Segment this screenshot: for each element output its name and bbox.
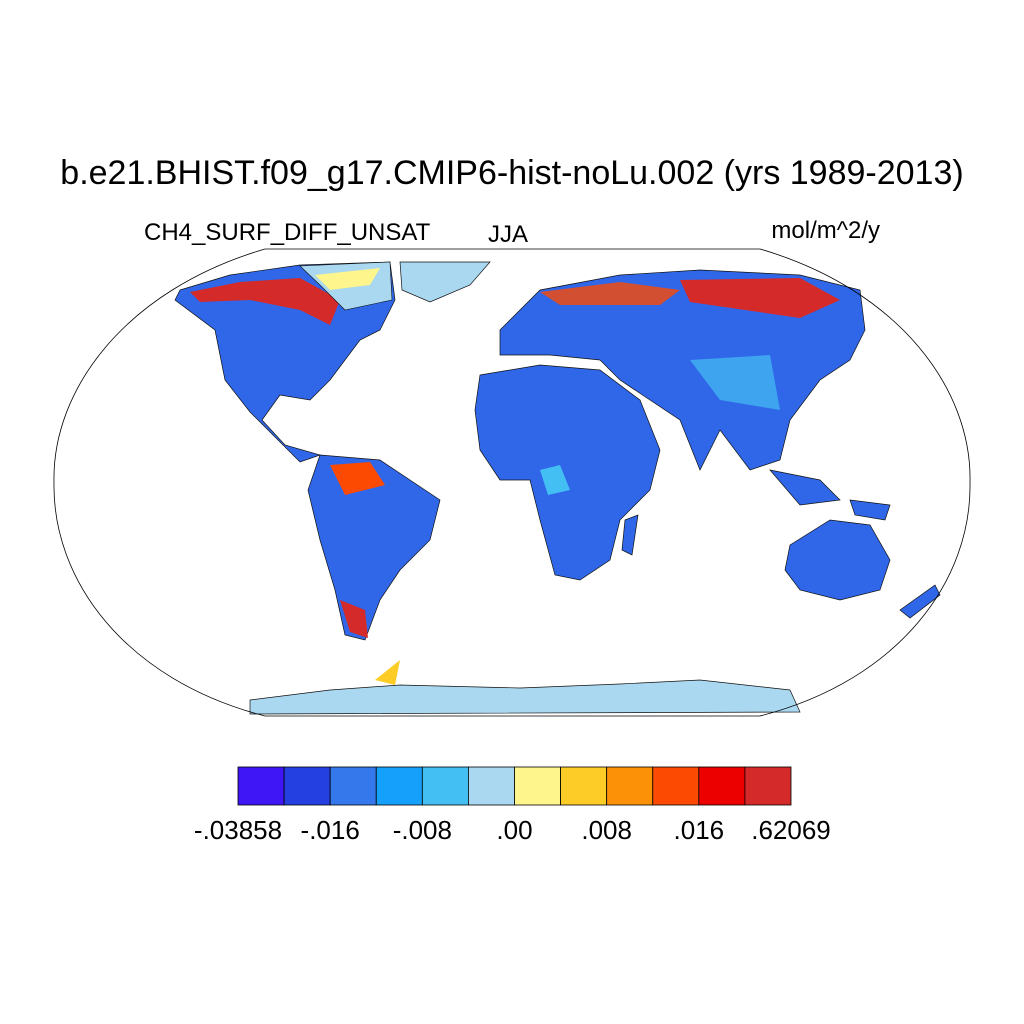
land-patch (680, 278, 840, 318)
colorbar-label: .62069 (751, 815, 831, 845)
land (899, 584, 941, 619)
colorbar-label: .016 (674, 815, 725, 845)
colorbar-box (329, 766, 377, 806)
colorbar-label: -.03858 (194, 815, 282, 845)
land (499, 269, 866, 471)
land-patch (540, 465, 570, 495)
colorbar-label: .008 (581, 815, 632, 845)
left-subtitle: CH4_SURF_DIFF_UNSAT (144, 219, 431, 246)
land (769, 469, 841, 506)
colorbar-box (375, 766, 423, 806)
colorbar-box (421, 766, 469, 806)
colorbar-label: -.016 (301, 815, 360, 845)
land (784, 519, 891, 601)
center-subtitle: JJA (488, 221, 528, 248)
map (53, 248, 971, 717)
colorbar-label: .00 (496, 815, 532, 845)
colorbar-box (514, 766, 561, 806)
land-patch (340, 600, 368, 638)
colorbar-box (698, 766, 746, 806)
colorbar-box (744, 766, 792, 806)
land (307, 454, 441, 641)
colorbar-box (468, 766, 515, 806)
title: b.e21.BHIST.f09_g17.CMIP6-hist-noLu.002 … (60, 154, 963, 192)
land-patch (375, 660, 400, 685)
colorbar-label: -.008 (393, 815, 452, 845)
colorbar-box (606, 766, 654, 806)
land (399, 261, 491, 303)
map-boundary (53, 248, 971, 717)
colorbar: -.03858 -.016 -.008 .00 .008 .016 .62069 (194, 766, 831, 845)
land-patch (540, 282, 680, 305)
land-patch (190, 278, 340, 325)
land (621, 514, 639, 556)
land (474, 364, 661, 581)
land-patch (315, 268, 380, 290)
land-patch (690, 355, 780, 410)
colorbar-box (283, 766, 331, 806)
right-subtitle: mol/m^2/y (771, 217, 880, 244)
land (849, 499, 891, 521)
land-patch (330, 462, 385, 495)
land (249, 679, 801, 715)
colorbar-box (652, 766, 700, 806)
colorbar-box (237, 766, 285, 806)
colorbar-box (560, 766, 608, 806)
